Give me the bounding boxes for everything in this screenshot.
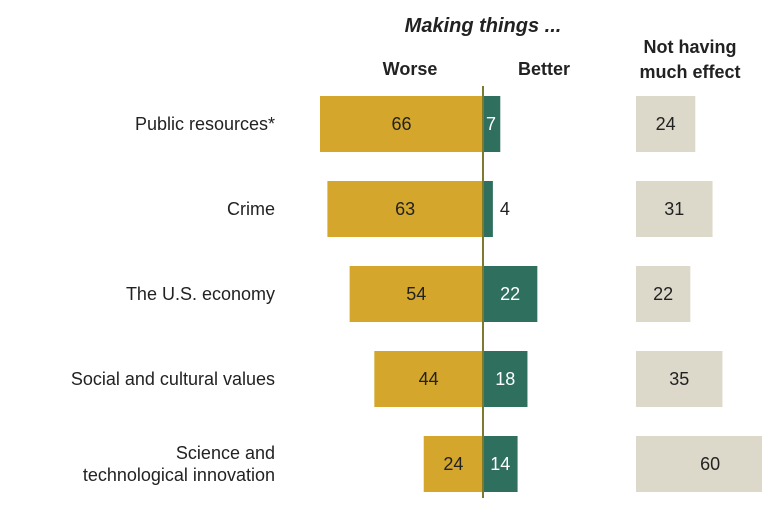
bar-better bbox=[483, 266, 538, 322]
bar-worse bbox=[374, 351, 483, 407]
bar-worse bbox=[319, 96, 483, 152]
header-better: Better bbox=[518, 59, 570, 79]
value-label-worse: 44 bbox=[419, 369, 439, 389]
bar-better bbox=[483, 351, 528, 407]
value-label-better: 18 bbox=[495, 369, 515, 389]
value-label-no-effect: 24 bbox=[656, 114, 676, 134]
header-no-effect-line2: much effect bbox=[639, 62, 740, 82]
category-label: Social and cultural values bbox=[71, 369, 275, 389]
value-label-no-effect: 60 bbox=[700, 454, 720, 474]
bar-no-effect bbox=[636, 96, 696, 152]
value-label-better: 22 bbox=[500, 284, 520, 304]
category-label: The U.S. economy bbox=[126, 284, 275, 304]
value-label-worse: 66 bbox=[391, 114, 411, 134]
header-worse: Worse bbox=[383, 59, 438, 79]
category-label: technological innovation bbox=[83, 465, 275, 485]
bar-better bbox=[483, 436, 518, 492]
value-label-worse: 24 bbox=[443, 454, 463, 474]
category-label: Crime bbox=[227, 199, 275, 219]
bar-no-effect bbox=[636, 181, 713, 237]
category-label: Public resources* bbox=[135, 114, 275, 134]
bar-no-effect bbox=[636, 266, 691, 322]
value-label-better: 14 bbox=[490, 454, 510, 474]
bar-worse bbox=[327, 181, 483, 237]
value-label-better: 7 bbox=[486, 114, 496, 134]
value-label-worse: 63 bbox=[395, 199, 415, 219]
value-label-better: 4 bbox=[500, 199, 510, 219]
value-label-no-effect: 31 bbox=[664, 199, 684, 219]
bar-better bbox=[483, 96, 501, 152]
chart-rows: Public resources* 66 7 24 Crime 63 4 31 The U.S.… bbox=[71, 96, 762, 492]
bar-worse bbox=[423, 436, 483, 492]
header-making-things: Making things ... bbox=[405, 15, 562, 37]
bar-no-effect bbox=[636, 436, 762, 492]
value-label-no-effect: 35 bbox=[669, 369, 689, 389]
bar-better bbox=[483, 181, 493, 237]
bar-worse bbox=[349, 266, 483, 322]
header-no-effect-line1: Not having bbox=[644, 37, 737, 57]
value-label-worse: 54 bbox=[406, 284, 426, 304]
value-label-no-effect: 22 bbox=[653, 284, 673, 304]
bar-no-effect bbox=[636, 351, 723, 407]
category-label: Science and bbox=[176, 443, 275, 463]
